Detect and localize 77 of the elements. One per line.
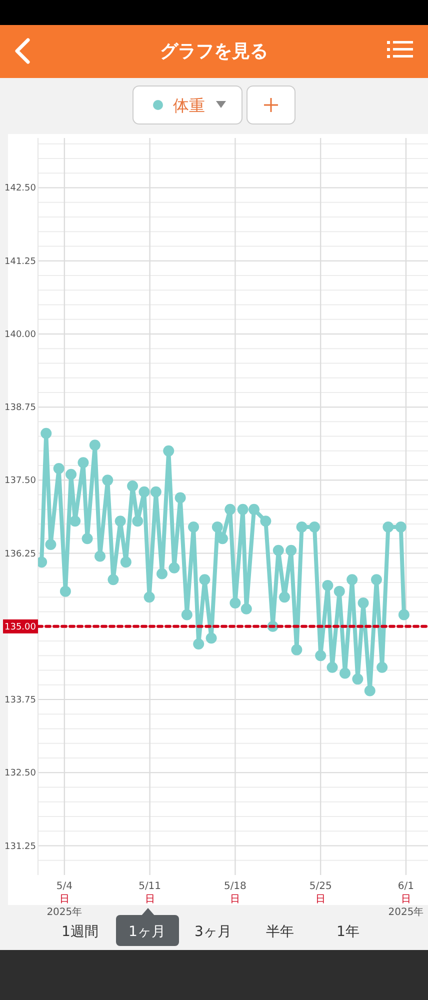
- y-tick-label: 141.25: [4, 256, 36, 267]
- point: [174, 492, 186, 504]
- point: [89, 440, 100, 451]
- point: [138, 486, 150, 498]
- ref-line-label: 135.00: [4, 622, 36, 632]
- point: [120, 556, 132, 568]
- text: 1ヶ月: [128, 924, 166, 940]
- x-tick-label: 5/4 日 2025年: [46, 881, 82, 918]
- point: [70, 516, 81, 527]
- y-tick-label: 138.75: [4, 403, 36, 414]
- point: [272, 544, 284, 556]
- y-tick-label: 133.75: [4, 696, 36, 706]
- point: [308, 521, 320, 532]
- point: [150, 486, 162, 498]
- point: [352, 674, 364, 685]
- point: [45, 539, 56, 550]
- point: [132, 516, 144, 527]
- chart-title: グラフを見る: [160, 41, 268, 62]
- x-tick-label: 6/1 日 2025年: [388, 881, 424, 918]
- point: [248, 504, 260, 515]
- x-tick-label: 5/11 日: [138, 881, 162, 905]
- y-tick-label: 132.50: [4, 768, 36, 779]
- point: [240, 603, 252, 614]
- y-tick-label: 131.25: [4, 842, 36, 852]
- point: [181, 609, 192, 620]
- y-tick-label: 140.00: [4, 330, 36, 340]
- point: [230, 598, 241, 609]
- point: [94, 550, 106, 562]
- point: [82, 533, 93, 544]
- point: [286, 544, 297, 556]
- point: [102, 474, 114, 486]
- point: [127, 480, 138, 492]
- point: [364, 685, 376, 696]
- point: [382, 521, 394, 532]
- point: [358, 598, 369, 609]
- point: [315, 650, 326, 662]
- point: [237, 504, 248, 515]
- point: [370, 574, 382, 586]
- point: [322, 580, 334, 591]
- point: [339, 668, 350, 679]
- point: [78, 457, 89, 468]
- y-tick-label: 136.25: [4, 549, 36, 560]
- point: [326, 662, 338, 673]
- point: [168, 562, 180, 574]
- point: [296, 521, 308, 532]
- point: [376, 662, 388, 673]
- legend-label: 体重: [173, 96, 205, 115]
- point: [188, 521, 200, 532]
- point: [193, 638, 204, 650]
- point: [278, 592, 290, 603]
- y-tick-label: 137.50: [4, 476, 36, 486]
- point: [206, 632, 217, 644]
- text: 1週間: [62, 924, 98, 940]
- point: [156, 568, 168, 580]
- y-tick-label: 142.50: [4, 184, 36, 194]
- point: [144, 592, 155, 603]
- point: [346, 574, 358, 586]
- point: [291, 644, 302, 656]
- point: [53, 462, 64, 474]
- point: [66, 468, 77, 480]
- point: [114, 516, 126, 527]
- point: [60, 586, 71, 597]
- point: [395, 521, 406, 532]
- point: [334, 586, 345, 597]
- x-tick-label: 5/25 日: [309, 881, 332, 905]
- point: [40, 428, 52, 439]
- point: [260, 516, 272, 527]
- point: [212, 521, 223, 532]
- point: [108, 574, 119, 586]
- point: [199, 574, 210, 586]
- point: [398, 609, 410, 620]
- text: 3ヶ月: [194, 924, 232, 940]
- text: 半年: [266, 924, 294, 940]
- point: [163, 445, 174, 456]
- text: 1年: [336, 924, 360, 940]
- point: [224, 504, 236, 515]
- x-tick-label: 5/18 日: [224, 881, 246, 905]
